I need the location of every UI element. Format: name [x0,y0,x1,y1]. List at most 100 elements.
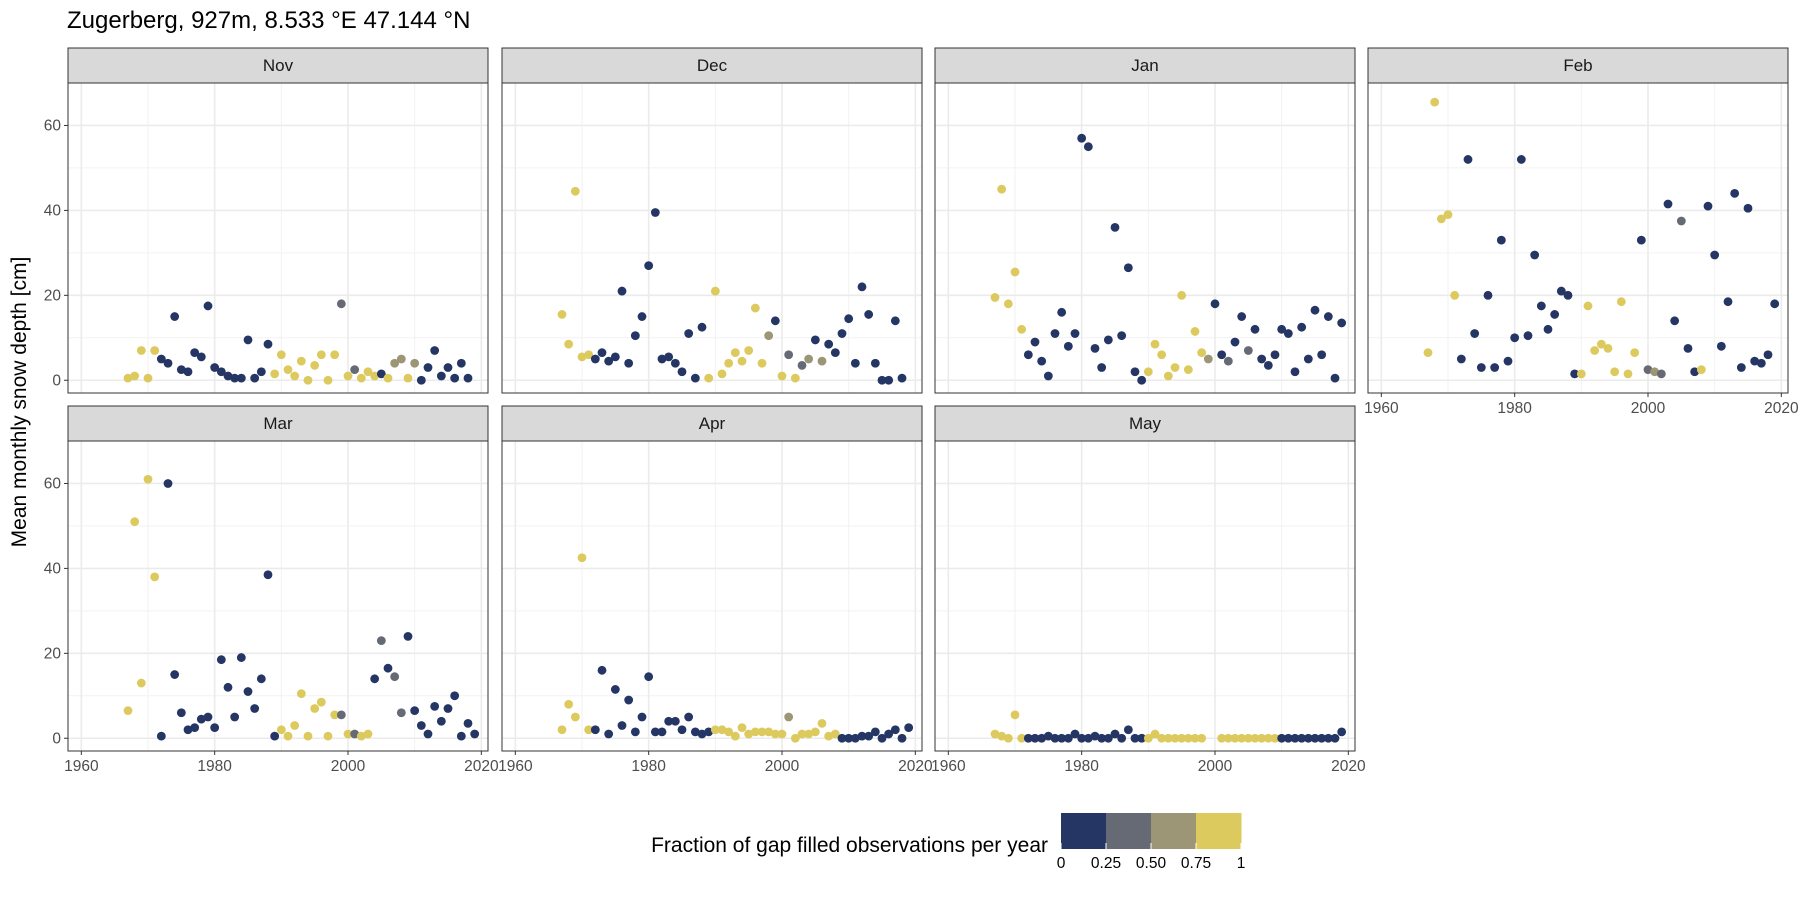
data-point [1683,344,1693,353]
data-point [376,636,386,645]
data-point [363,367,373,377]
data-point [764,331,774,341]
data-point [1223,733,1233,743]
data-point [1250,733,1260,743]
data-point [570,186,580,196]
data-point [997,184,1007,194]
data-point [1263,360,1273,370]
data-point [136,346,146,355]
data-point [270,369,280,379]
data-point [1656,369,1666,379]
facet-label: Mar [263,414,293,433]
data-point [810,335,820,345]
data-point [1130,367,1140,377]
data-point [1470,329,1480,338]
data-point [1277,733,1287,743]
facet-strip [67,405,489,442]
facet-label: Jan [1131,56,1158,75]
data-point [1570,369,1580,379]
panel-feb: Feb 1960 1980 2000 2020 [1364,47,1799,417]
data-point [1436,214,1446,224]
data-point [684,712,694,722]
panel-border [934,440,1356,752]
data-point [1270,733,1280,743]
data-point [1017,733,1027,743]
data-point [877,733,887,743]
data-point [443,363,453,372]
panel-border [67,82,489,394]
data-point [850,733,860,743]
data-point [770,729,780,739]
data-point [183,367,193,377]
data-point [1310,733,1320,743]
data-point [303,375,313,385]
x-tick-label: 2020 [1331,758,1366,775]
data-point [343,729,353,739]
data-point [1610,367,1620,377]
data-point [557,310,567,319]
legend-color-swatch [1151,813,1197,849]
data-point [710,725,720,735]
panel-border [501,82,923,394]
data-point [130,517,140,527]
data-point [1117,733,1127,743]
data-point [564,699,574,709]
data-point [463,373,473,383]
data-point [657,354,667,364]
data-point [1330,373,1340,383]
data-point [330,710,340,720]
data-point [1003,299,1013,309]
data-point [564,339,574,349]
data-point [310,704,320,713]
data-point [730,731,740,741]
data-point [610,685,620,694]
data-point [857,731,867,741]
data-point [150,572,160,582]
y-tick-label: 0 [52,730,61,747]
data-point [303,731,313,741]
data-point [1536,301,1546,311]
data-point [276,725,286,735]
data-point [1543,324,1553,334]
data-point [230,373,240,383]
data-point [604,729,614,739]
data-point [230,712,240,722]
data-point [844,733,854,743]
data-point [1083,142,1093,152]
data-point [1017,324,1027,334]
data-point [817,718,827,728]
panel-background [68,83,488,393]
data-point [1423,348,1433,358]
data-point [890,316,900,326]
data-point [1217,733,1227,743]
data-point [850,358,860,368]
data-point [1710,250,1720,260]
data-point [430,346,440,355]
data-point [1230,733,1240,743]
panel-background [935,441,1355,751]
data-point [250,704,260,713]
data-point [1197,733,1207,743]
data-point [904,723,914,733]
panel-border [1367,82,1789,394]
data-point [450,373,460,383]
data-point [897,373,907,383]
data-point [316,697,326,707]
data-point [630,727,640,737]
data-point [750,727,760,737]
facet-label: Apr [699,414,726,433]
data-point [356,373,366,383]
legend-tick-label: 0.75 [1181,855,1211,872]
data-point [1097,363,1107,372]
data-point [724,358,734,368]
data-point [1070,329,1080,338]
data-point [470,729,480,739]
y-tick-label: 20 [44,645,62,662]
data-point [1190,733,1200,743]
data-point [316,350,326,360]
data-point [837,733,847,743]
data-point [1603,344,1613,353]
data-point [570,712,580,722]
legend-tick-label: 0.25 [1091,855,1121,872]
data-point [1170,363,1180,372]
